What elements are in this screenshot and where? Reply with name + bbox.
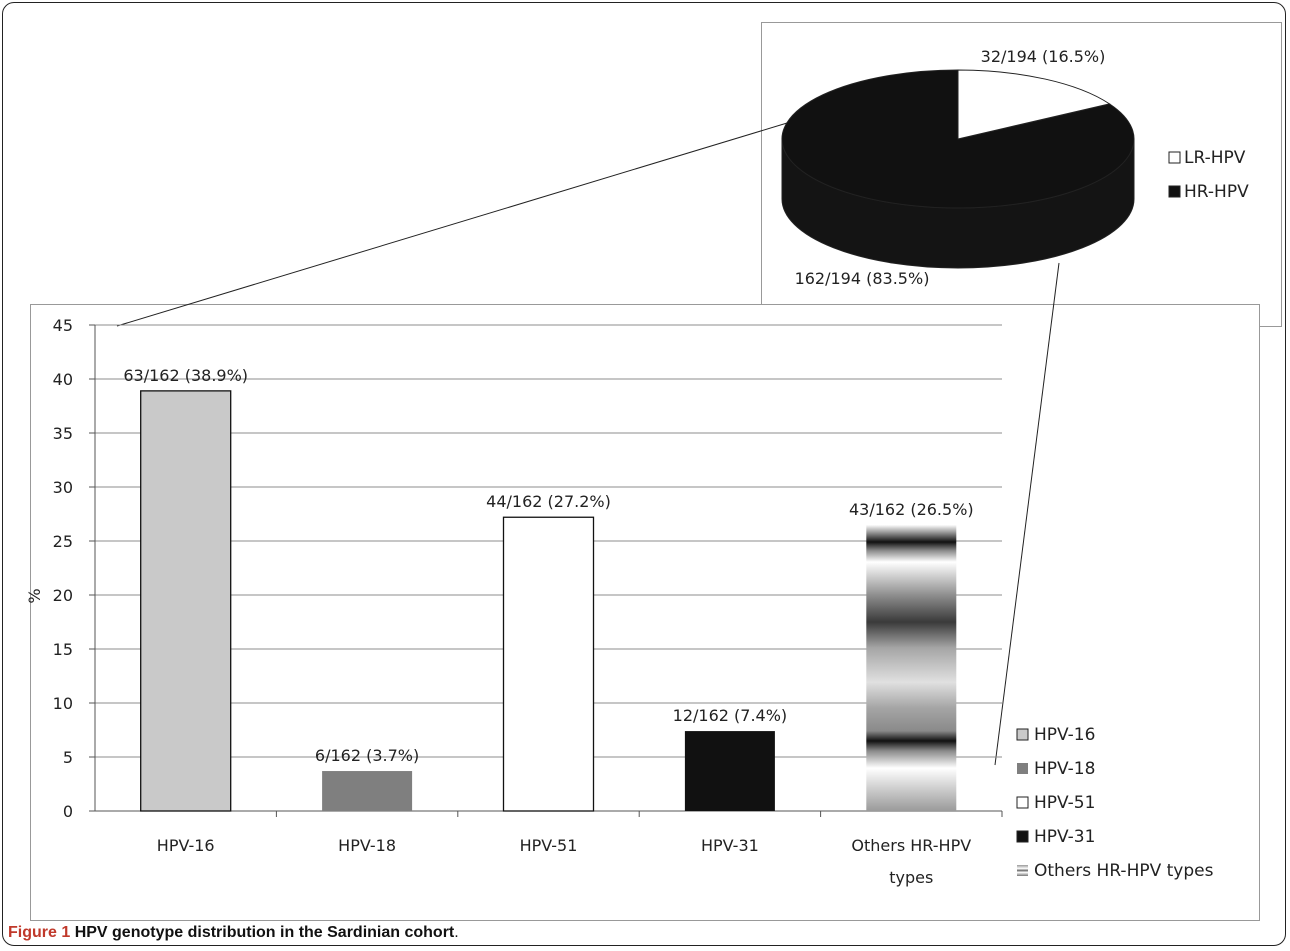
data-label-hpv-31: 12/162 (7.4%): [673, 706, 788, 725]
bar-hpv-31: [684, 731, 775, 811]
legend-label-hpv-18: HPV-18: [1034, 759, 1095, 779]
y-tick-label: 5: [63, 748, 73, 767]
pie-legend-label-lr-hpv: LR-HPV: [1184, 148, 1246, 168]
pie-legend-label-hr-hpv: HR-HPV: [1184, 182, 1249, 202]
pie-chart: 32/194 (16.5%) 162/194 (83.5%) LR-HPV HR-HP…: [781, 47, 1249, 288]
legend-label-hpv-16: HPV-16: [1034, 725, 1095, 745]
connector-line-right: [994, 262, 1060, 766]
bar-hpv-16: [140, 390, 232, 812]
legend-label-hpv-51: HPV-51: [1034, 793, 1095, 813]
pie-label-lr-hpv: 32/194 (16.5%): [981, 47, 1106, 66]
x-tick-label: Others HR-HPV: [851, 836, 971, 855]
legend-label-hpv-31: HPV-31: [1034, 827, 1095, 847]
x-tick-label: types: [889, 868, 933, 887]
y-tick-label: 10: [53, 694, 73, 713]
bar-hpv-51: [502, 516, 595, 812]
data-label-hpv-18: 6/162 (3.7%): [315, 746, 419, 765]
x-tick-label: HPV-16: [157, 836, 215, 855]
pie-legend-swatch-lr-hpv: [1168, 151, 1181, 164]
bar-chart-panel: [30, 304, 1260, 921]
legend-swatch-hpv-18: [1017, 763, 1028, 774]
y-tick-label: 20: [53, 586, 73, 605]
legend-swatch-hpv-31: [1016, 830, 1029, 843]
y-tick-label: 25: [53, 532, 73, 551]
caption-text: HPV genotype distribution in the Sardini…: [74, 924, 455, 941]
connector-line-left: [116, 119, 798, 327]
connector-lines: [116, 119, 1060, 766]
pie-slice-lr-hpv: [957, 69, 1111, 140]
pie-legend-swatch-hr-hpv: [1168, 185, 1181, 198]
y-tick-label: 30: [53, 478, 73, 497]
y-axis-label: %: [25, 588, 44, 603]
bar-others-hr-hpv-types: [866, 524, 957, 811]
y-tick-label: 15: [53, 640, 73, 659]
y-tick-label: 40: [53, 370, 73, 389]
data-label-hpv-51: 44/162 (27.2%): [486, 492, 611, 511]
figure-label: Figure 1: [8, 924, 71, 941]
bar-hpv-18: [322, 771, 413, 811]
legend-swatch-others-hr-hpv-types: [1017, 865, 1028, 876]
data-label-hpv-16: 63/162 (38.9%): [123, 366, 248, 385]
legend-label-others-hr-hpv-types: Others HR-HPV types: [1034, 861, 1214, 881]
y-tick-label: 45: [53, 316, 73, 335]
caption-end: .: [454, 924, 459, 941]
y-tick-label: 0: [63, 802, 73, 821]
data-label-others-hr-hpv-types: 43/162 (26.5%): [849, 500, 974, 519]
x-tick-label: HPV-31: [701, 836, 759, 855]
y-tick-label: 35: [53, 424, 73, 443]
legend-swatch-hpv-51: [1016, 796, 1029, 809]
legend-swatch-hpv-16: [1016, 728, 1029, 741]
pie-label-hr-hpv: 162/194 (83.5%): [795, 269, 930, 288]
x-tick-label: HPV-18: [338, 836, 396, 855]
bar-chart: 0 5 10 15 20 25 30 35 40 45% 63/162 (38.9%) HPV-16 6…: [25, 316, 1214, 887]
x-tick-label: HPV-51: [520, 836, 578, 855]
figure-caption: Figure 1 HPV genotype distribution in th…: [8, 924, 459, 942]
